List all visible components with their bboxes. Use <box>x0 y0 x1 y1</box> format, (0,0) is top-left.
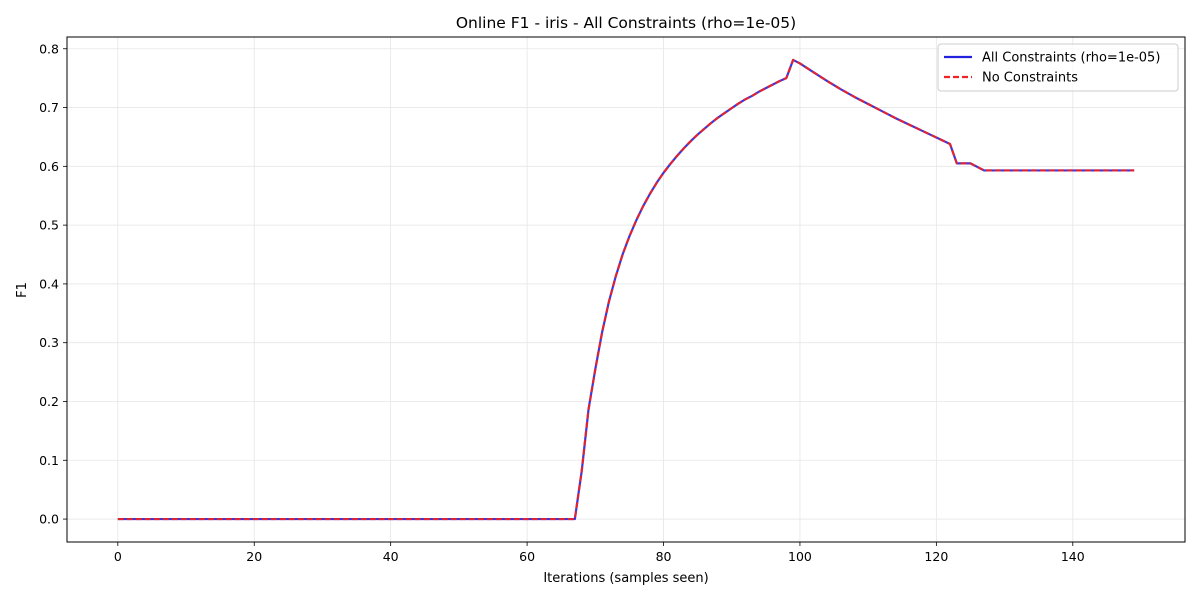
legend-box <box>937 43 1179 92</box>
chart-title: Online F1 - iris - All Constraints (rho=… <box>456 14 796 32</box>
x-tick-label: 60 <box>519 549 535 564</box>
x-tick-label: 140 <box>1061 549 1085 564</box>
y-tick-label: 0.8 <box>39 41 59 56</box>
y-tick-label: 0.5 <box>39 218 59 233</box>
y-tick-label: 0.1 <box>39 453 59 468</box>
x-tick-label: 20 <box>246 549 262 564</box>
y-axis: 0.0 0.1 0.2 0.3 0.4 0.5 0.6 0.7 0.8 <box>39 41 67 527</box>
series-line-all-constraints <box>117 58 1135 521</box>
plot-area-frame <box>66 36 1186 543</box>
y-tick-label: 0.3 <box>39 335 59 350</box>
y-tick-label: 0.6 <box>39 159 59 174</box>
legend: All Constraints (rho=1e-05) No Constrain… <box>937 43 1179 92</box>
legend-label-all-constraints: All Constraints (rho=1e-05) <box>982 51 1160 66</box>
x-tick-label: 100 <box>788 549 812 564</box>
y-tick-label: 0.2 <box>39 394 59 409</box>
y-tick-label: 0.0 <box>39 512 59 527</box>
x-tick-label: 120 <box>924 549 948 564</box>
legend-label-no-constraints: No Constraints <box>982 71 1078 86</box>
y-axis-label: F1 <box>15 282 30 298</box>
grid <box>67 37 1185 542</box>
x-tick-label: 0 <box>114 549 122 564</box>
x-tick-label: 40 <box>383 549 399 564</box>
plot-lines <box>117 58 1135 521</box>
y-tick-label: 0.4 <box>39 276 59 291</box>
x-tick-label: 80 <box>656 549 672 564</box>
series-line-no-constraints <box>117 58 1135 521</box>
x-axis: 0 20 40 60 80 100 120 140 <box>114 542 1085 564</box>
y-tick-label: 0.7 <box>39 100 59 115</box>
x-axis-label: Iterations (samples seen) <box>543 571 708 586</box>
